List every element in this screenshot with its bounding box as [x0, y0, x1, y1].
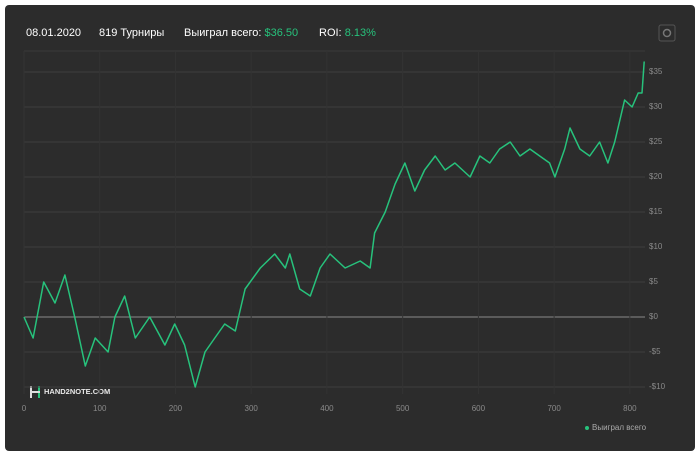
watermark-logo	[30, 386, 40, 398]
y-tick-label: -$5	[649, 347, 661, 356]
roi-label: ROI:	[319, 27, 342, 39]
legend-marker	[585, 426, 589, 430]
y-tick-label: $20	[649, 172, 663, 181]
y-tick-label: $25	[649, 137, 663, 146]
x-tick-label: 500	[396, 404, 410, 413]
watermark: HAND2NOTE.COM	[44, 387, 110, 396]
legend-label: Выиграл всего	[592, 423, 647, 432]
roi: ROI: 8.13%	[319, 27, 376, 39]
y-tick-label: $10	[649, 242, 663, 251]
date: 08.01.2020	[26, 27, 81, 39]
logo-bar	[30, 391, 40, 393]
tournaments: 819 Турниры	[99, 27, 164, 39]
settings-frame[interactable]	[658, 24, 676, 42]
panel	[5, 5, 695, 451]
settings-icon[interactable]	[662, 28, 672, 38]
won-label: Выиграл всего:	[184, 27, 261, 39]
x-tick-label: 100	[93, 404, 107, 413]
roi-value: 8.13%	[345, 27, 376, 39]
x-tick-label: 800	[623, 404, 637, 413]
y-tick-label: $0	[649, 312, 658, 321]
y-tick-label: $35	[649, 67, 663, 76]
won-value: $36.50	[264, 27, 298, 39]
x-tick-label: 400	[320, 404, 334, 413]
y-tick-label: $15	[649, 207, 663, 216]
x-tick-label: 600	[472, 404, 486, 413]
x-tick-label: 200	[169, 404, 183, 413]
settings-button[interactable]	[658, 24, 676, 42]
y-tick-label: $30	[649, 102, 663, 111]
y-tick-label: -$10	[649, 382, 666, 391]
won: Выиграл всего: $36.50	[184, 27, 298, 39]
x-tick-label: 700	[547, 404, 561, 413]
x-tick-label: 0	[22, 404, 27, 413]
line	[23, 61, 645, 388]
y-tick-label: $5	[649, 277, 658, 286]
x-tick-label: 300	[245, 404, 259, 413]
